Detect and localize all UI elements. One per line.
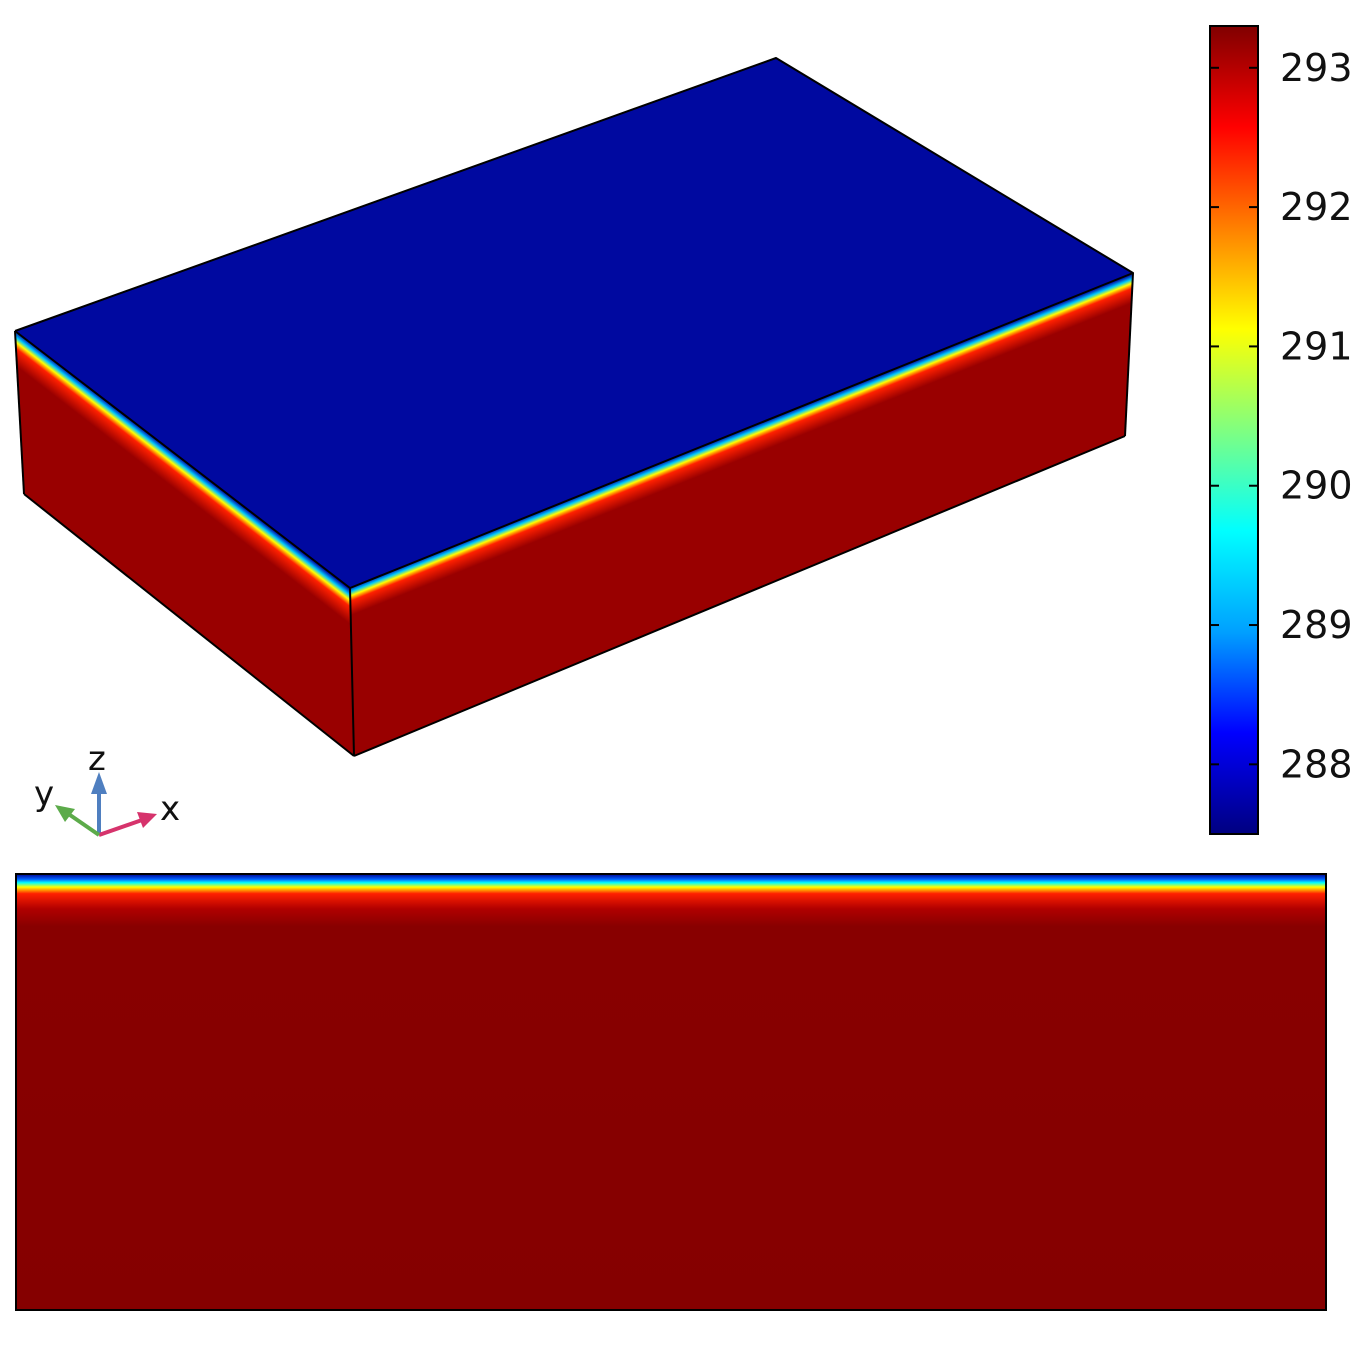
colorbar-tick-label: 293: [1280, 46, 1353, 90]
3d-block-view: [14, 57, 1134, 757]
z-axis-label: z: [88, 739, 106, 779]
y-axis-arrow: [55, 805, 101, 837]
block-left-face: [15, 331, 354, 756]
x-axis-arrow: [98, 812, 157, 837]
y-axis-label: y: [34, 774, 54, 814]
axis-triad: z x y: [34, 739, 180, 837]
block-top-face: [15, 58, 1133, 588]
block-front-face: [350, 273, 1133, 756]
colorbar-tick-label: 292: [1280, 185, 1353, 229]
colorbar: 293 292 291 290 289 288: [1209, 25, 1353, 835]
cross-section-view: [15, 873, 1327, 1311]
colorbar-tick-label: 289: [1280, 603, 1353, 647]
colorbar-tick-label: 288: [1280, 742, 1353, 786]
x-axis-label: x: [160, 789, 180, 829]
cross-section-plot: [15, 873, 1327, 1311]
colorbar-ticks: 293 292 291 290 289 288: [1210, 46, 1353, 786]
block-edges: [14, 57, 1134, 757]
z-axis-arrow: [91, 772, 107, 835]
colorbar-tick-label: 290: [1280, 464, 1353, 508]
colorbar-gradient: [1209, 25, 1259, 835]
colorbar-tick-label: 291: [1280, 324, 1353, 368]
